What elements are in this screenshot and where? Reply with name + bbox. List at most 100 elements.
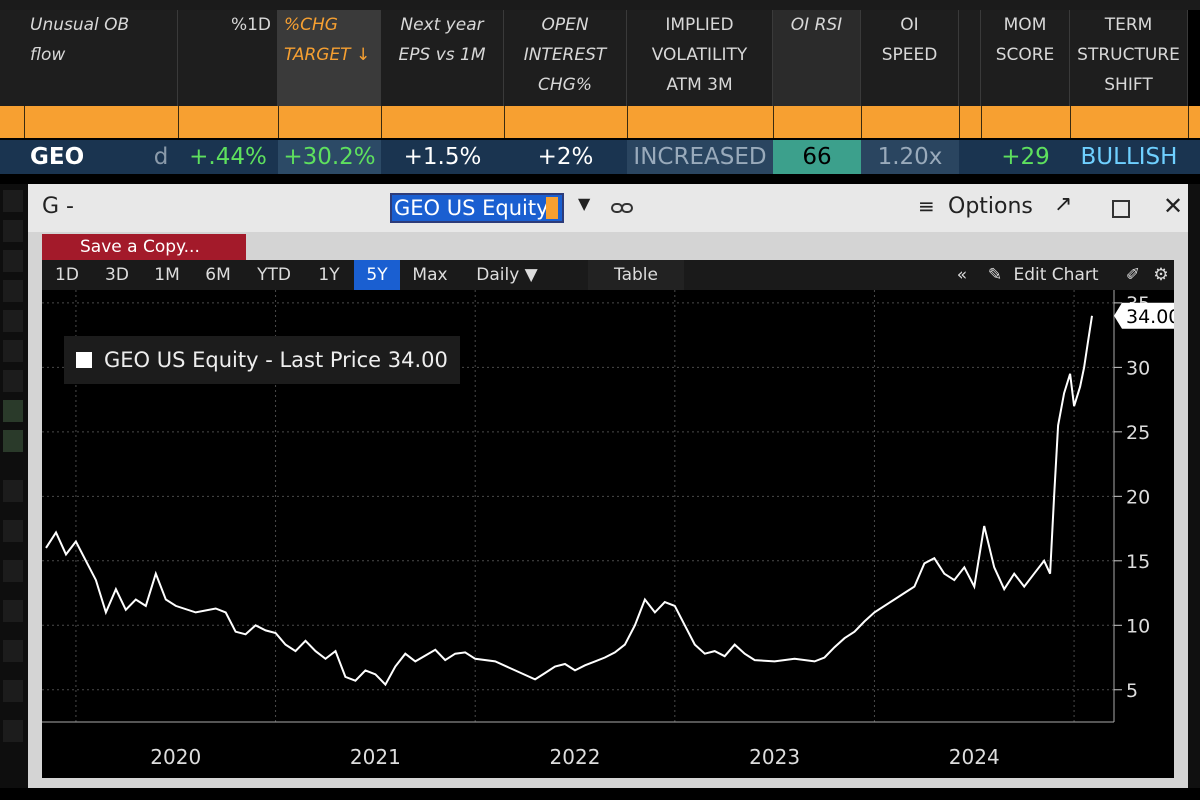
x-tick-label: 2020	[150, 745, 201, 769]
options-button[interactable]: Options	[948, 194, 1033, 219]
header-flow-l2: flow	[30, 45, 66, 65]
header-oi-chg-l3: CHG%	[538, 75, 592, 95]
price-chart[interactable]: 51015202530352020202120222023202434.00	[42, 290, 1174, 778]
header-eps[interactable]: Next year EPS vs 1M	[381, 10, 504, 106]
row-mom: +29	[1001, 144, 1050, 170]
y-tick-label: 5	[1126, 680, 1138, 702]
window-title: G -	[42, 194, 74, 219]
text-cursor	[546, 197, 558, 219]
period-1d[interactable]: 1D	[55, 265, 79, 285]
row-pct1d: +.44%	[189, 144, 267, 170]
link-icon[interactable]	[610, 200, 634, 216]
y-tick-label: 30	[1126, 357, 1150, 379]
window-titlebar[interactable]: G - GEO US Equity ▼ ≡ Options ↗ ✕	[28, 184, 1188, 232]
header-term[interactable]: TERM STRUCTURE SHIFT	[1070, 10, 1188, 106]
table-row-partial-bottom	[0, 788, 1200, 800]
chart-window[interactable]: G - GEO US Equity ▼ ≡ Options ↗ ✕ Save a…	[28, 184, 1188, 788]
header-term-l1: TERM	[1104, 15, 1153, 35]
header-term-l2: STRUCTURE	[1077, 45, 1180, 65]
gear-icon[interactable]: ⚙	[1153, 265, 1169, 285]
header-mom-l2: SCORE	[995, 45, 1055, 65]
legend-swatch	[76, 352, 92, 368]
ticker-value: GEO US Equity	[394, 196, 549, 220]
popout-icon[interactable]: ↗	[1054, 192, 1073, 217]
header-filter-row[interactable]	[0, 106, 1200, 138]
close-icon[interactable]: ✕	[1163, 192, 1184, 220]
row-iv: INCREASED	[627, 140, 773, 174]
period-max[interactable]: Max	[412, 265, 448, 285]
period-1y[interactable]: 1Y	[318, 265, 340, 285]
y-tick-label: 20	[1126, 486, 1150, 508]
x-tick-label: 2023	[749, 745, 800, 769]
period-3d[interactable]: 3D	[105, 265, 129, 285]
period-5y[interactable]: 5Y	[354, 260, 400, 290]
last-price-tag	[1114, 302, 1174, 329]
last-price-label: 34.00	[1126, 306, 1174, 328]
header-chg-target-l2: TARGET ↓	[284, 45, 371, 65]
x-tick-label: 2022	[550, 745, 601, 769]
row-oi-chg: +2%	[537, 144, 594, 170]
header-oi-rsi[interactable]: OI RSI	[773, 10, 861, 106]
header-iv-l3: ATM 3M	[666, 75, 733, 95]
row-chg-target: +30.2%	[278, 140, 381, 174]
header-oi-chg-l1: OPEN	[541, 15, 589, 35]
period-ytd[interactable]: YTD	[257, 265, 291, 285]
header-mom[interactable]: MOM SCORE	[981, 10, 1070, 106]
period-1m[interactable]: 1M	[154, 265, 180, 285]
right-gutter	[1188, 184, 1200, 788]
top-menu-bar	[0, 0, 1200, 10]
header-spacer	[959, 10, 981, 106]
ticker-input[interactable]: GEO US Equity	[390, 193, 564, 223]
chart-plot-area[interactable]: 51015202530352020202120222023202434.00 G…	[42, 290, 1174, 778]
header-pct1d[interactable]: %1D	[178, 10, 278, 106]
save-copy-button[interactable]: Save a Copy...	[42, 234, 246, 260]
header-iv[interactable]: IMPLIED VOLATILITY ATM 3M	[627, 10, 773, 106]
annotate-icon[interactable]: ✐	[1125, 265, 1141, 285]
header-chg-target[interactable]: %CHG TARGET ↓	[278, 10, 381, 106]
pencil-icon: ✎	[987, 265, 1003, 285]
header-oi-chg-l2: INTEREST	[523, 45, 607, 65]
maximize-icon[interactable]	[1112, 200, 1130, 218]
row-term: BULLISH	[1080, 144, 1178, 170]
x-tick-label: 2024	[949, 745, 1000, 769]
header-mom-l1: MOM	[1003, 15, 1047, 35]
table-button[interactable]: Table	[588, 260, 684, 290]
ticker-dropdown-icon[interactable]: ▼	[578, 194, 591, 213]
header-flow[interactable]: Unusual OB flow	[0, 10, 178, 106]
header-eps-l2: EPS vs 1M	[398, 45, 486, 65]
table-row-partial	[0, 174, 1200, 184]
period-6m[interactable]: 6M	[205, 265, 231, 285]
row-oi-speed: 1.20x	[861, 140, 959, 174]
y-tick-label: 15	[1126, 551, 1150, 573]
table-row[interactable]: GEO d +.44% +30.2% +1.5% +2% INCREASED 6…	[0, 140, 1200, 174]
legend-label: GEO US Equity - Last Price 34.00	[104, 348, 448, 372]
frequency-dropdown[interactable]: Daily ▼	[476, 265, 538, 285]
row-ticker[interactable]: GEO	[30, 144, 85, 170]
header-oi-rsi-l1: OI RSI	[790, 15, 843, 35]
header-pct1d-l1: %1D	[230, 15, 271, 35]
header-oi-chg[interactable]: OPEN INTEREST CHG%	[504, 10, 627, 106]
header-oi-speed-l1: OI	[900, 15, 919, 35]
header-flow-l1: Unusual OB	[30, 15, 130, 35]
hamburger-icon[interactable]: ≡	[918, 194, 935, 218]
save-copy-label: Save a Copy...	[80, 237, 200, 257]
header-eps-l1: Next year	[400, 15, 484, 35]
chart-legend: GEO US Equity - Last Price 34.00	[64, 336, 460, 384]
price-line	[45, 315, 1093, 687]
edit-chart-button[interactable]: Edit Chart	[1013, 265, 1099, 285]
header-iv-l2: VOLATILITY	[651, 45, 748, 65]
header-chg-target-l1: %CHG	[284, 15, 338, 35]
header-oi-speed-l2: SPEED	[881, 45, 938, 65]
row-flag: d	[153, 144, 169, 170]
x-tick-label: 2021	[350, 745, 401, 769]
row-oi-rsi: 66	[773, 140, 861, 174]
header-iv-l1: IMPLIED	[665, 15, 734, 35]
y-tick-label: 25	[1126, 422, 1150, 444]
y-tick-label: 10	[1126, 615, 1150, 637]
header-term-l3: SHIFT	[1104, 75, 1153, 95]
collapse-icon[interactable]: «	[956, 265, 968, 285]
header-oi-speed[interactable]: OI SPEED	[861, 10, 959, 106]
chart-toolbar: 1D 3D 1M 6M YTD 1Y 5Y Max Daily ▼ Table …	[42, 260, 1174, 290]
row-eps: +1.5%	[403, 144, 482, 170]
left-gutter	[0, 184, 28, 788]
